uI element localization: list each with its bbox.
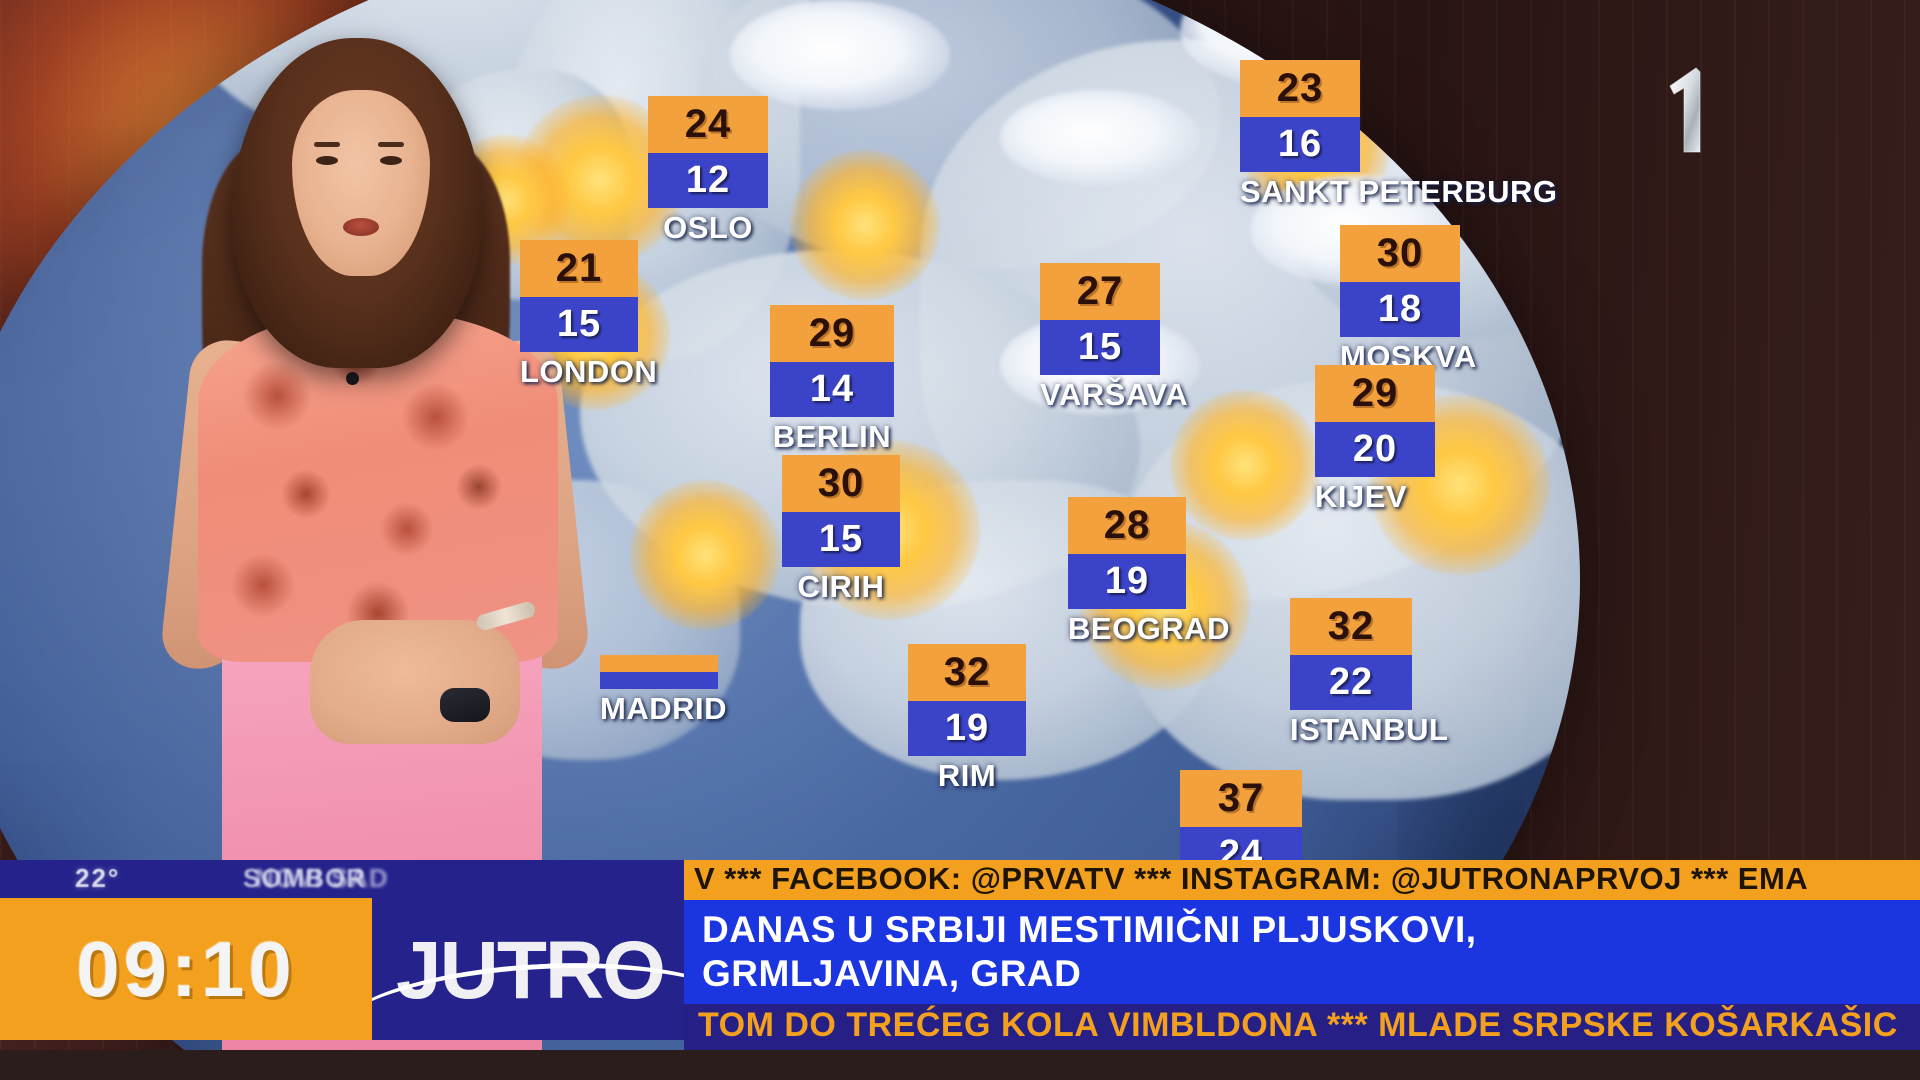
city-name-label: CIRIH	[797, 569, 885, 604]
headline-line-1: DANAS U SRBIJI MESTIMIČNI PLJUSKOVI,	[702, 909, 1477, 950]
city-weather-box: 32 22 ISTANBUL	[1290, 598, 1449, 748]
city-weather-box: 21 15 LONDON	[520, 240, 658, 390]
city-weather-box: 27 15 VARŠAVA	[1040, 263, 1189, 413]
status-location-a: SOMBOR	[243, 863, 366, 893]
city-weather-box: 29 20 KIJEV	[1315, 365, 1435, 515]
city-high-temp	[600, 655, 718, 672]
city-high-temp: 21	[520, 240, 638, 297]
city-high-temp: 27	[1040, 263, 1160, 320]
city-low-temp: 15	[782, 512, 900, 567]
city-name-label: BEOGRAD	[1068, 611, 1230, 646]
city-weather-box: 32 19 RIM	[908, 644, 1026, 794]
ticker-social-text: V *** FACEBOOK: @PRVATV *** INSTAGRAM: @…	[694, 861, 1809, 896]
city-low-temp	[600, 672, 718, 689]
city-name-label: ISTANBUL	[1290, 712, 1449, 747]
city-high-temp: 24	[648, 96, 768, 153]
city-high-temp: 29	[1315, 365, 1435, 422]
city-weather-box: 30 18 MOSKVA	[1340, 225, 1476, 375]
city-name-label: KIJEV	[1315, 479, 1408, 514]
city-high-temp: 30	[782, 455, 900, 512]
ticker-news-text: TOM DO TREĆEG KOLA VIMBLDONA *** MLADE S…	[698, 1006, 1898, 1044]
clock-time: 09:10	[76, 924, 296, 1013]
city-low-temp: 15	[520, 297, 638, 352]
city-name-label: RIM	[937, 758, 997, 793]
city-low-temp: 15	[1040, 320, 1160, 375]
clock-panel: 09:10	[0, 898, 372, 1040]
ticker-social-line: V *** FACEBOOK: @PRVATV *** INSTAGRAM: @…	[684, 860, 1920, 900]
city-low-temp: 19	[1068, 554, 1186, 609]
city-name-label: BERLIN	[772, 419, 892, 454]
ticker-headline: DANAS U SRBIJI MESTIMIČNI PLJUSKOVI, GRM…	[684, 900, 1920, 1004]
city-high-temp: 32	[1290, 598, 1412, 655]
city-low-temp: 22	[1290, 655, 1412, 710]
city-name-label: LONDON	[520, 354, 658, 389]
program-logo: JUTRO	[372, 898, 684, 1040]
city-low-temp: 18	[1340, 282, 1460, 337]
city-low-temp: 19	[908, 701, 1026, 756]
status-location-b: NOVI SAD	[255, 863, 389, 893]
city-name-label: VARŠAVA	[1040, 377, 1189, 412]
city-weather-box: 29 14 BERLIN	[770, 305, 894, 455]
program-title: JUTRO	[396, 925, 666, 1016]
headline-line-2: GRMLJAVINA, GRAD	[702, 952, 1082, 994]
ticker-column: V *** FACEBOOK: @PRVATV *** INSTAGRAM: @…	[684, 860, 1920, 1080]
city-name-label: MADRID	[600, 691, 727, 726]
city-low-temp: 14	[770, 362, 894, 417]
screen-bottom-bezel	[0, 1050, 1920, 1080]
city-name-label: OSLO	[663, 210, 753, 245]
city-name-label: SANKT PETERBURG	[1240, 174, 1557, 209]
status-temperature: 22°	[75, 863, 121, 893]
city-high-temp: 30	[1340, 225, 1460, 282]
city-weather-box: 28 19 BEOGRAD	[1068, 497, 1230, 647]
city-low-temp: 20	[1315, 422, 1435, 477]
city-weather-box: 24 12 OSLO	[648, 96, 768, 246]
city-high-temp: 28	[1068, 497, 1186, 554]
city-low-temp: 12	[648, 153, 768, 208]
city-low-temp: 16	[1240, 117, 1360, 172]
city-high-temp: 37	[1180, 770, 1302, 827]
lower-third-graphics: 22° SOMBOR NOVI SAD 09:10 JUTRO V *** FA…	[0, 860, 1920, 1080]
city-high-temp: 23	[1240, 60, 1360, 117]
city-high-temp: 29	[770, 305, 894, 362]
city-weather-box: 30 15 CIRIH	[782, 455, 900, 605]
city-weather-box: MADRID	[600, 655, 727, 727]
ticker-news-line: TOM DO TREĆEG KOLA VIMBLDONA *** MLADE S…	[684, 1004, 1920, 1050]
city-high-temp: 32	[908, 644, 1026, 701]
